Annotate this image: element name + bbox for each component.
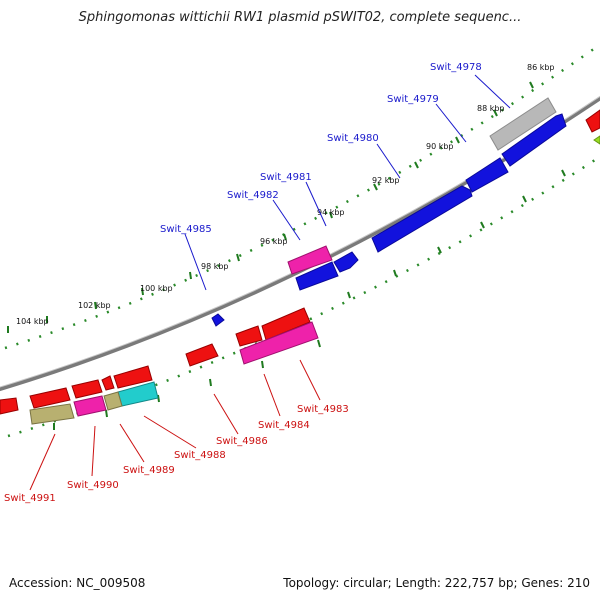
feature-edge-red[interactable] <box>585 109 600 133</box>
feature-edge-green[interactable] <box>593 135 600 145</box>
scale-label-102kbp: 102 kbp <box>78 301 111 310</box>
forward-leader-lines <box>184 74 511 291</box>
feature-swit4983-cds[interactable] <box>261 307 311 341</box>
gene-label-swit4991[interactable]: Swit_4991 <box>4 493 56 504</box>
feature-swit4989-cds[interactable] <box>101 375 115 391</box>
feature-swit4989-olive[interactable] <box>103 391 123 411</box>
gene-label-swit4978[interactable]: Swit_4978 <box>430 62 482 73</box>
gene-label-swit4986[interactable]: Swit_4986 <box>216 436 268 447</box>
scale-label-86kbp: 86 kbp <box>527 63 555 72</box>
scale-label-98kbp: 98 kbp <box>201 262 229 271</box>
scale-label-96kbp: 96 kbp <box>260 237 288 246</box>
feature-swit4984-cds[interactable] <box>235 325 263 347</box>
feature-swit4986-cds[interactable] <box>185 343 219 367</box>
gene-label-swit4984[interactable]: Swit_4984 <box>258 420 310 431</box>
feature-swit4990-cds[interactable] <box>71 379 103 399</box>
gene-label-swit4983[interactable]: Swit_4983 <box>297 404 349 415</box>
scale-label-100kbp: 100 kbp <box>140 284 173 293</box>
feature-swit4982a-cds[interactable] <box>333 251 359 273</box>
feature-swit4979-cds[interactable] <box>501 113 567 167</box>
feature-swit4985-cds[interactable] <box>211 313 225 327</box>
feature-swit4982b-cds[interactable] <box>295 261 339 291</box>
accession-text: Accession: NC_009508 <box>9 576 146 590</box>
feature-edge-left-red[interactable] <box>0 397 19 415</box>
feature-swit4983-magenta[interactable] <box>239 321 319 365</box>
map-title: Sphingomonas wittichii RW1 plasmid pSWIT… <box>78 10 522 25</box>
feature-swit4991-cds[interactable] <box>29 387 71 409</box>
feature-swit4991-olive[interactable] <box>29 403 75 425</box>
forward-strand-features <box>211 97 567 327</box>
gene-label-swit4979[interactable]: Swit_4979 <box>387 94 439 105</box>
gene-label-swit4988[interactable]: Swit_4988 <box>174 450 226 461</box>
scale-label-90kbp: 90 kbp <box>426 142 454 151</box>
feature-swit4990-magenta[interactable] <box>73 395 107 417</box>
gene-label-swit4989[interactable]: Swit_4989 <box>123 465 175 476</box>
scale-label-94kbp: 94 kbp <box>317 208 345 217</box>
major-ticks-outer <box>7 81 534 333</box>
scale-label-92kbp: 92 kbp <box>372 176 400 185</box>
scale-label-88kbp: 88 kbp <box>477 104 505 113</box>
feature-swit4981-cds[interactable] <box>371 185 473 253</box>
gene-label-swit4980[interactable]: Swit_4980 <box>327 133 379 144</box>
feature-swit4980-cds[interactable] <box>465 157 509 193</box>
feature-swit4982-magenta[interactable] <box>287 245 333 275</box>
major-ticks-inner <box>53 169 566 430</box>
inner-scale-ring <box>7 156 599 438</box>
reverse-strand-features <box>0 307 319 425</box>
gene-label-swit4985[interactable]: Swit_4985 <box>160 224 212 235</box>
feature-swit4988-cds[interactable] <box>113 365 153 389</box>
reverse-leader-lines <box>29 359 321 491</box>
gene-label-swit4990[interactable]: Swit_4990 <box>67 480 119 491</box>
scale-label-104kbp: 104 kbp <box>16 317 49 326</box>
gene-label-swit4981[interactable]: Swit_4981 <box>260 172 312 183</box>
feature-swit4978-gray[interactable] <box>489 97 557 151</box>
gene-label-swit4982[interactable]: Swit_4982 <box>227 190 279 201</box>
topology-summary-text: Topology: circular; Length: 222,757 bp; … <box>283 576 590 590</box>
